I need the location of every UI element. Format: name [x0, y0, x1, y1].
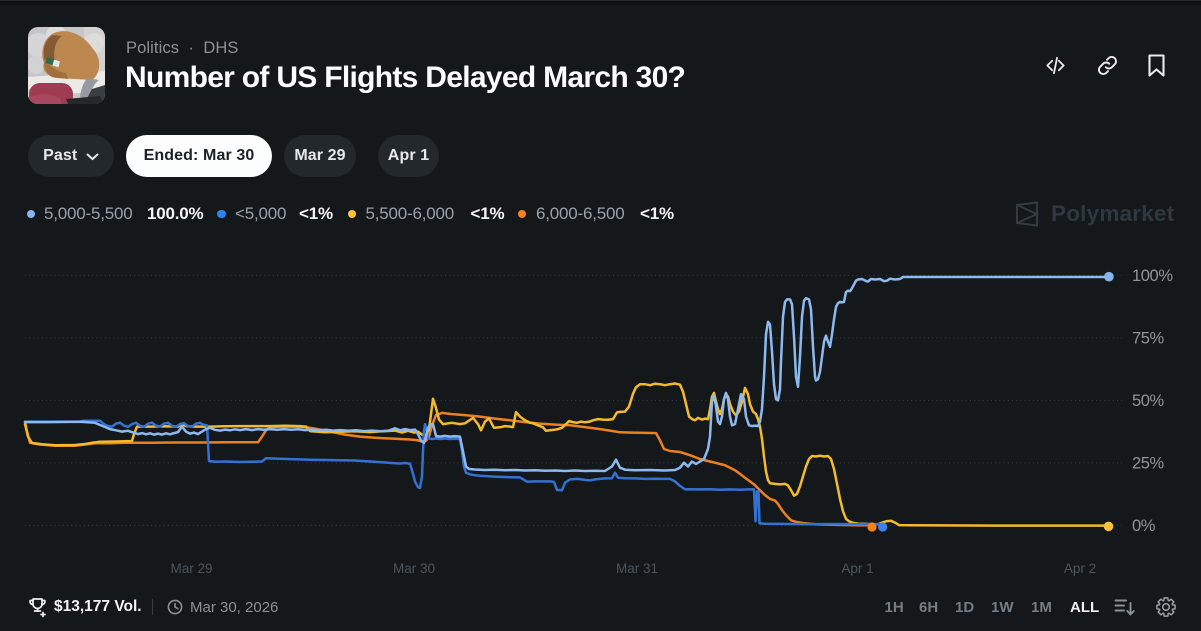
- svg-text:0%: 0%: [1132, 517, 1156, 535]
- svg-text:Mar 30: Mar 30: [393, 561, 435, 576]
- svg-text:Apr 1: Apr 1: [841, 561, 873, 576]
- svg-text:75%: 75%: [1132, 330, 1165, 348]
- svg-text:50%: 50%: [1132, 392, 1165, 410]
- svg-text:Mar 31: Mar 31: [616, 561, 658, 576]
- svg-text:25%: 25%: [1132, 455, 1165, 473]
- svg-text:Mar 29: Mar 29: [170, 561, 212, 576]
- svg-text:Apr 2: Apr 2: [1064, 561, 1096, 576]
- svg-text:100%: 100%: [1132, 267, 1173, 285]
